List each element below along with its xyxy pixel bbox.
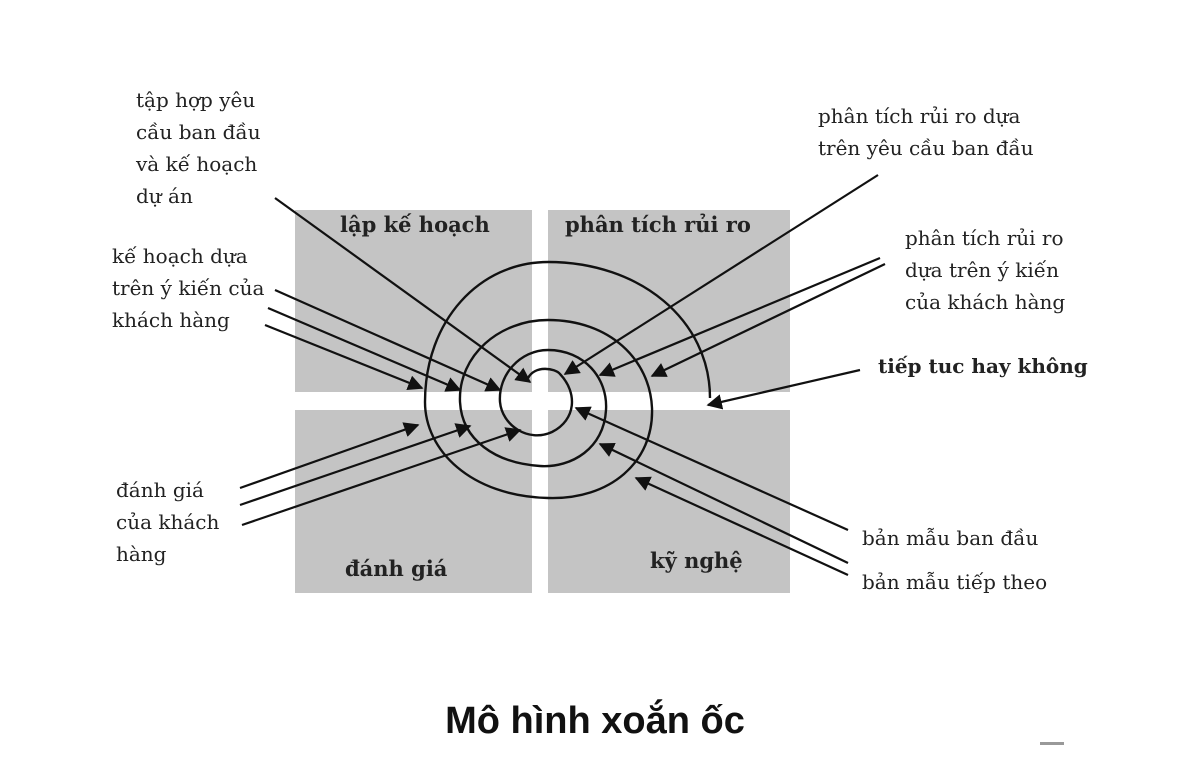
annotation-customer-evaluation: đánh giá của khách hàng <box>116 474 219 570</box>
arrow-planning-feedback-1 <box>274 288 502 392</box>
annotation-line: và kế hoạch <box>136 152 258 176</box>
spiral-curve <box>423 260 712 500</box>
arrow-planning-feedback-2 <box>267 306 462 392</box>
annotation-line: tập hợp yêu <box>136 88 256 112</box>
quadrant-label-engineering: kỹ nghệ <box>650 548 743 573</box>
annotation-line: kế hoạch dựa <box>112 244 248 268</box>
annotation-line: hàng <box>116 542 167 566</box>
annotation-line: phân tích rủi ro <box>905 226 1064 250</box>
annotation-line: bản mẫu tiếp theo <box>862 570 1048 594</box>
annotation-line: dự án <box>136 184 193 208</box>
annotation-initial-prototype: bản mẫu ban đầu <box>862 522 1038 554</box>
annotation-line: của khách <box>116 510 220 534</box>
annotation-initial-requirements: tập hợp yêu cầu ban đầu và kế hoạch dự á… <box>136 84 261 212</box>
arrow-evaluation-3 <box>241 427 522 527</box>
page-number-mark <box>1040 742 1064 751</box>
arrow-initial-requirements <box>274 197 532 383</box>
annotation-planning-on-feedback: kế hoạch dựa trên ý kiến của khách hàng <box>112 240 264 336</box>
arrow-evaluation-2 <box>239 423 472 507</box>
arrow-next-prototype-2 <box>634 476 849 577</box>
annotation-line: khách hàng <box>112 308 230 332</box>
annotation-line: phân tích rủi ro dựa <box>818 104 1021 128</box>
annotation-line: của khách hàng <box>905 290 1066 314</box>
quadrant-label-evaluation: đánh giá <box>345 556 448 581</box>
quadrant-engineering <box>548 410 790 593</box>
annotation-line: trên ý kiến của <box>112 276 265 300</box>
quadrant-label-planning: lập kế hoạch <box>340 212 490 237</box>
arrow-risk-feedback-2 <box>650 263 886 377</box>
arrow-risk-feedback-1 <box>598 256 881 377</box>
annotation-line: bản mẫu ban đầu <box>862 526 1039 550</box>
quadrant-label-risk-analysis: phân tích rủi ro <box>565 212 751 237</box>
annotation-line: cầu ban đầu <box>136 120 261 144</box>
arrow-planning-feedback-3 <box>264 323 424 390</box>
arrow-risk-initial <box>563 174 879 375</box>
arrow-initial-prototype <box>574 406 849 532</box>
annotation-line: tiếp tuc hay không <box>878 354 1088 378</box>
annotation-go-no-go: tiếp tuc hay không <box>878 350 1088 382</box>
annotation-line: trên yêu cầu ban đầu <box>818 136 1034 160</box>
annotation-risk-on-initial: phân tích rủi ro dựa trên yêu cầu ban đầ… <box>818 100 1034 164</box>
slide-title: Mô hình xoắn ốc <box>445 700 745 742</box>
arrow-go-no-go <box>706 368 861 410</box>
annotation-line: dựa trên ý kiến <box>905 258 1059 282</box>
arrow-next-prototype-1 <box>598 443 849 564</box>
annotation-risk-on-feedback: phân tích rủi ro dựa trên ý kiến của khá… <box>905 222 1065 318</box>
annotation-line: đánh giá <box>116 478 204 502</box>
quadrant-risk-analysis <box>548 210 790 392</box>
annotation-next-prototype: bản mẫu tiếp theo <box>862 566 1047 598</box>
arrow-evaluation-1 <box>239 422 420 490</box>
